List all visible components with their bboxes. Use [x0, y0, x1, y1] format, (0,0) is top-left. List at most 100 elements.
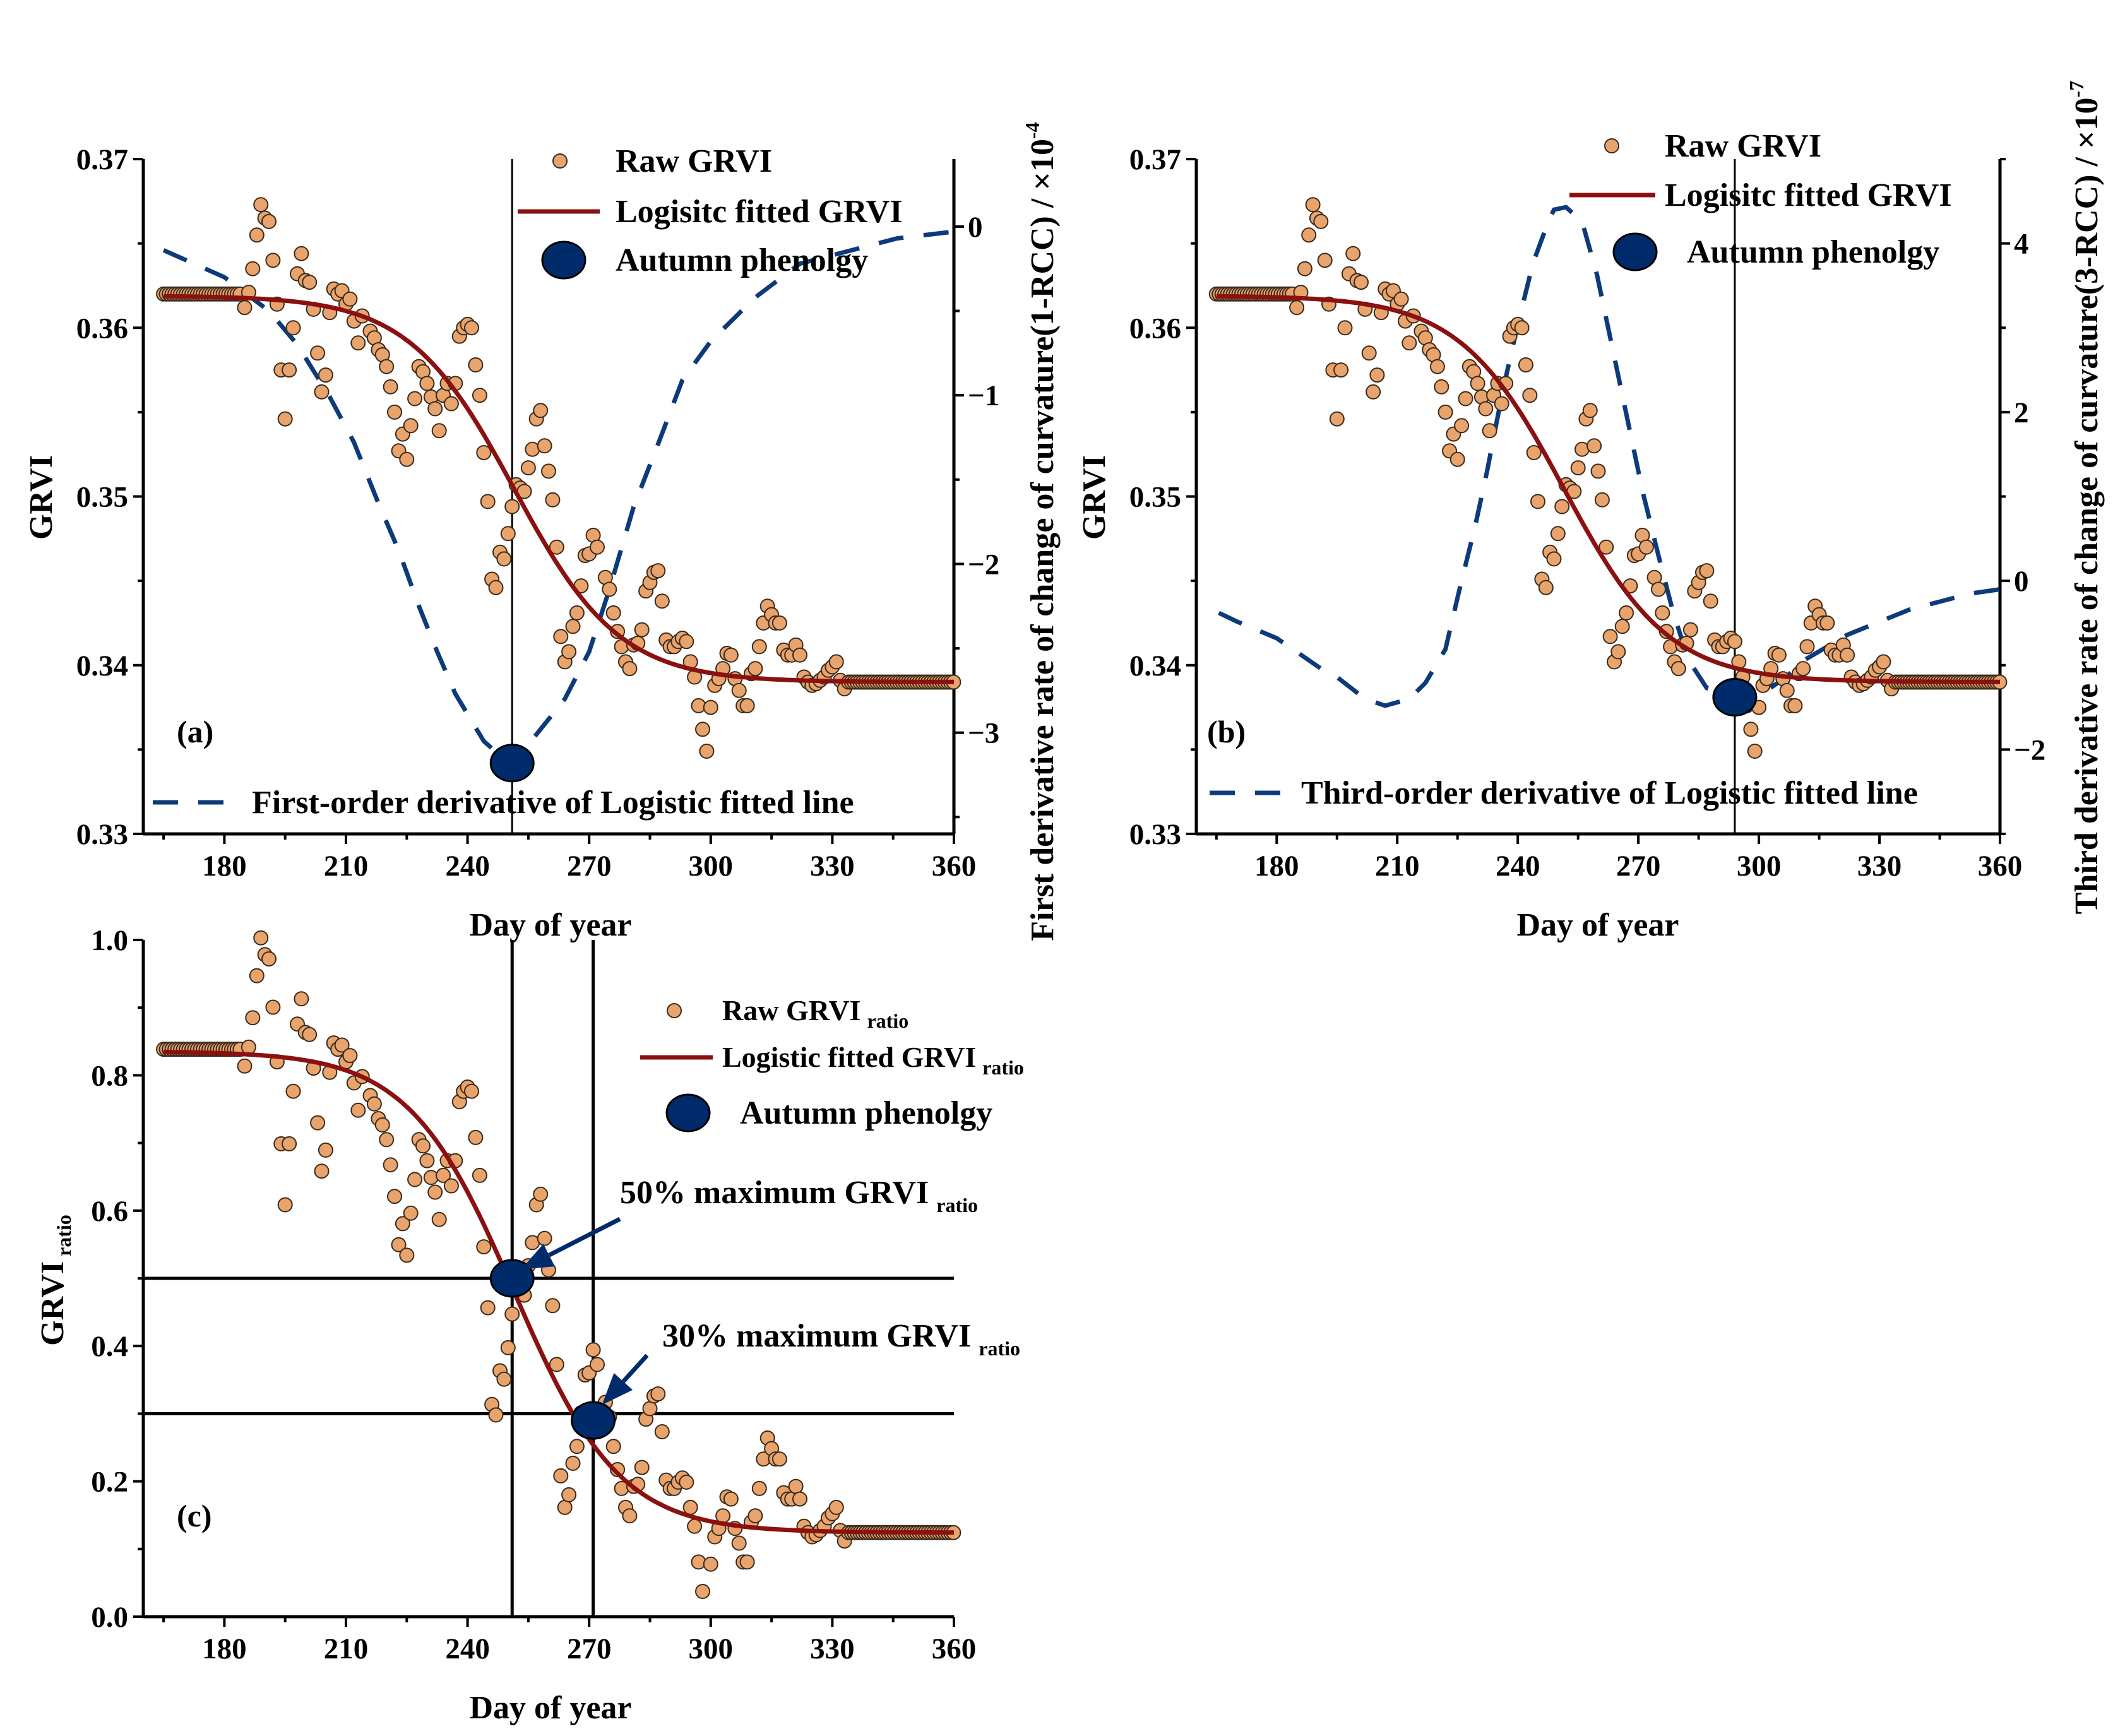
x-tick-label: 240 [445, 850, 490, 883]
raw-grvi-point [605, 605, 621, 621]
panel-a: 180 210 240 270 300 330 360 0.33 0.34 0.35 0.36 0.3… [23, 122, 1061, 943]
raw-grvi-point [561, 1487, 577, 1502]
y-tick-label: 0.37 [76, 143, 128, 176]
raw-grvi-point [310, 345, 326, 361]
raw-grvi-point [792, 647, 807, 663]
raw-grvi-point [1393, 291, 1409, 307]
raw-grvi-point [318, 1142, 333, 1158]
y-tick-label: 0.36 [76, 312, 128, 345]
autumn-phenology-point [1712, 678, 1758, 717]
raw-grvi-point [314, 1163, 330, 1179]
raw-grvi-point [302, 275, 318, 290]
y-tick-label: 0.35 [1129, 481, 1181, 514]
raw-grvi-point [537, 438, 552, 454]
raw-grvi-point [249, 227, 265, 243]
panel-b-y2-title-exp: -7 [2065, 81, 2088, 98]
raw-grvi-point [366, 1096, 382, 1112]
panel-b-y2-axis-title: Third derivative rate of change of curva… [2065, 81, 2105, 914]
raw-grvi-point [654, 593, 670, 609]
raw-grvi-point [682, 1499, 698, 1515]
raw-grvi-point [383, 379, 398, 395]
annotation-50-percent: 50% maximum GRVI ratio [620, 1175, 978, 1216]
raw-grvi-point [237, 300, 253, 316]
raw-grvi-point [533, 403, 549, 419]
raw-grvi-point [1582, 403, 1598, 419]
raw-grvi-point [1345, 246, 1361, 261]
raw-grvi-point [1876, 654, 1891, 670]
raw-grvi-point [504, 1306, 520, 1322]
raw-grvi-point [1550, 526, 1566, 542]
raw-grvi-point [1429, 359, 1445, 374]
raw-grvi-point [387, 1189, 402, 1204]
panel-c-label: (c) [177, 1498, 212, 1533]
raw-grvi-point [723, 1491, 739, 1507]
raw-grvi-point [565, 619, 581, 634]
raw-grvi-point [1301, 227, 1317, 243]
x-tick-label: 270 [567, 1632, 612, 1665]
panel-c-y-title-sub: ratio [52, 1215, 75, 1256]
raw-grvi-point [387, 404, 402, 420]
logistic-fitted-curve [164, 1049, 955, 1535]
raw-grvi-point [1518, 357, 1533, 372]
raw-grvi-point [771, 1451, 787, 1467]
raw-grvi-point [561, 644, 577, 660]
legend-raw-text: Raw GRVI [722, 994, 860, 1026]
x-tick-label: 300 [689, 850, 734, 883]
raw-grvi-point [431, 423, 447, 439]
logistic-fitted-curve [164, 294, 954, 684]
raw-grvi-point [237, 1058, 253, 1074]
raw-grvi-point [419, 1153, 435, 1168]
raw-grvi-point [731, 1535, 747, 1551]
raw-grvi-point [699, 744, 715, 759]
raw-grvi-point [427, 401, 443, 417]
raw-grvi-point [1638, 539, 1654, 555]
panel-a-y2-axis-title: First derivative rate of change of curva… [1021, 122, 1061, 941]
legend-phenology-label: Autumn phenolgy [740, 1095, 992, 1131]
x-tick-label: 240 [1496, 850, 1540, 883]
raw-grvi-point [691, 1554, 706, 1570]
raw-grvi-point [253, 197, 269, 213]
raw-grvi-point [342, 291, 358, 307]
legend-raw-marker [1604, 138, 1619, 153]
raw-grvi-point [788, 1478, 804, 1494]
raw-grvi-point [468, 1129, 484, 1145]
y2-tick-label: −1 [968, 379, 999, 412]
raw-grvi-point [549, 1357, 564, 1372]
raw-grvi-point [399, 451, 415, 467]
raw-grvi-point [545, 1298, 561, 1314]
raw-grvi-point [407, 391, 423, 407]
raw-grvi-point [590, 1357, 605, 1372]
y-tick-label: 0.37 [1129, 143, 1181, 176]
x-tick-label: 300 [1737, 850, 1782, 883]
annotation-arrow-head [521, 1244, 555, 1269]
panel-b-x-axis-title: Day of year [1516, 907, 1679, 943]
annotation-50-sub: ratio [936, 1194, 978, 1216]
raw-grvi-point [1526, 445, 1542, 460]
raw-grvi-point [622, 661, 638, 677]
raw-grvi-point [828, 1499, 844, 1515]
raw-grvi-point [792, 1491, 807, 1507]
raw-grvi-point [496, 551, 512, 567]
y-tick-label: 0.33 [76, 818, 128, 851]
y2-tick-label: −3 [968, 717, 999, 750]
annotation-arrow-head [602, 1372, 633, 1405]
raw-grvi-point [739, 1554, 755, 1570]
raw-grvi-point [1494, 396, 1509, 412]
raw-grvi-point [1354, 275, 1369, 290]
panel-b-label: (b) [1207, 714, 1246, 749]
raw-grvi-point [419, 376, 435, 391]
raw-grvi-point [1478, 401, 1494, 417]
y2-tick-label: 2 [2014, 396, 2029, 429]
annotation-30-percent: 30% maximum GRVI ratio [662, 1318, 1020, 1360]
legend-derivative-label: Third-order derivative of Logistic fitte… [1301, 775, 1918, 811]
raw-grvi-point [504, 499, 520, 514]
legend-raw-sub: ratio [867, 1009, 908, 1032]
raw-grvi-point [350, 1102, 366, 1118]
raw-grvi-point [415, 1138, 431, 1154]
raw-grvi-point [1313, 213, 1329, 229]
raw-grvi-point [249, 968, 265, 984]
raw-grvi-point [1470, 376, 1485, 391]
raw-grvi-point [687, 1518, 703, 1534]
y2-tick-label: 0 [2014, 565, 2029, 598]
raw-grvi-point [407, 1172, 423, 1187]
